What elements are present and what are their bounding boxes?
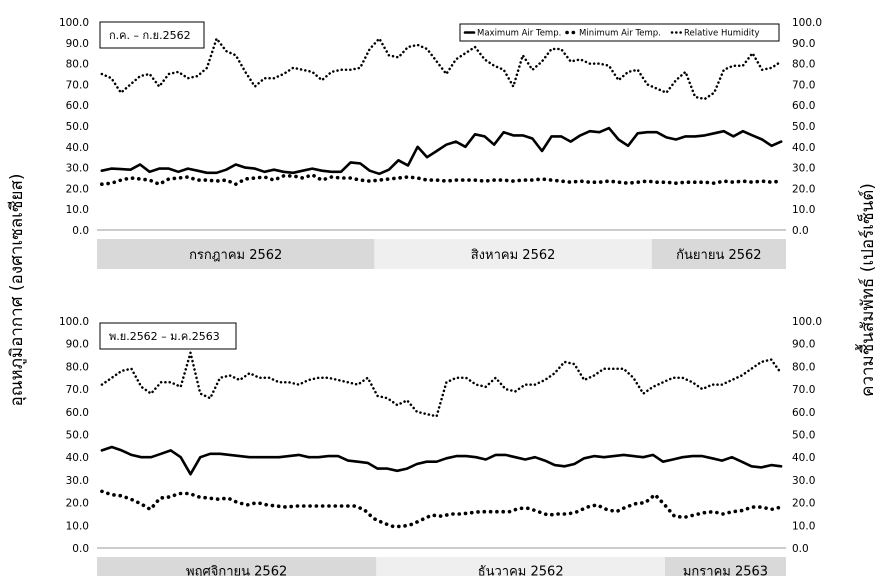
month-band bbox=[651, 239, 786, 269]
y-tick-right: 70.0 bbox=[792, 384, 815, 396]
month-label: มกราคม 2563 bbox=[683, 565, 768, 576]
y-tick-right: 30.0 bbox=[792, 475, 815, 487]
y-tick-left: 0.0 bbox=[72, 543, 89, 555]
y-tick-right: 60.0 bbox=[792, 100, 815, 112]
y-tick-right: 80.0 bbox=[792, 361, 815, 373]
y-tick-left: 30.0 bbox=[66, 163, 89, 175]
month-label: พฤศจิกายน 2562 bbox=[186, 565, 287, 576]
chart-panels: กรกฎาคม 2562 สิงหาคม 2562 กันยายน 2562 0.0 1… bbox=[59, 17, 822, 576]
y-tick-left: 90.0 bbox=[66, 339, 89, 351]
y-tick-right: 20.0 bbox=[792, 498, 815, 510]
y-tick-left: 50.0 bbox=[66, 430, 89, 442]
month-band bbox=[97, 239, 375, 269]
y-tick-left: 80.0 bbox=[66, 59, 89, 71]
legend-label: Maximum Air Temp. bbox=[477, 29, 561, 39]
y-tick-right: 90.0 bbox=[792, 38, 815, 50]
chart-panel-1: กรกฎาคม 2562 สิงหาคม 2562 กันยายน 2562 0.0 1… bbox=[59, 17, 822, 269]
month-band bbox=[97, 557, 377, 576]
month-label: สิงหาคม 2562 bbox=[471, 248, 556, 263]
y-tick-left: 40.0 bbox=[66, 452, 89, 464]
y-tick-left: 80.0 bbox=[66, 361, 89, 373]
y-tick-left: 0.0 bbox=[72, 225, 89, 237]
month-band bbox=[376, 557, 665, 576]
series-line-relative-humidity bbox=[100, 351, 783, 418]
legend-label: Relative Humidity bbox=[684, 29, 760, 39]
series-line-minimum-air-temp bbox=[100, 173, 784, 186]
y-tick-left: 10.0 bbox=[66, 204, 89, 216]
y-tick-left: 100.0 bbox=[59, 17, 89, 29]
y-tick-left: 30.0 bbox=[66, 475, 89, 487]
series-line-minimum-air-temp bbox=[100, 489, 783, 529]
y-tick-left: 40.0 bbox=[66, 142, 89, 154]
y-tick-left: 90.0 bbox=[66, 38, 89, 50]
period-label: ก.ค. – ก.ย.2562 bbox=[109, 29, 191, 42]
y-tick-right: 80.0 bbox=[792, 59, 815, 71]
y-axis-left-title: อุณหภูมิอากาศ (องศาเซลเซียส) bbox=[7, 174, 27, 407]
month-band bbox=[374, 239, 652, 269]
y-tick-right: 0.0 bbox=[792, 543, 809, 555]
y-tick-left: 60.0 bbox=[66, 100, 89, 112]
month-band bbox=[664, 557, 786, 576]
y-tick-right: 40.0 bbox=[792, 142, 815, 154]
month-label: กันยายน 2562 bbox=[676, 248, 761, 263]
y-tick-right: 10.0 bbox=[792, 204, 815, 216]
y-tick-right: 0.0 bbox=[792, 225, 809, 237]
y-tick-right: 50.0 bbox=[792, 430, 815, 442]
series-line-maximum-air-temp bbox=[100, 445, 783, 476]
y-tick-left: 100.0 bbox=[59, 316, 89, 328]
y-tick-right: 100.0 bbox=[792, 316, 822, 328]
legend-box bbox=[459, 23, 780, 42]
chart-panel-2: พฤศจิกายน 2562 ธันวาคม 2562 มกราคม 2563 0.0… bbox=[59, 316, 822, 576]
y-tick-left: 60.0 bbox=[66, 407, 89, 419]
legend-label: Minimum Air Temp. bbox=[579, 29, 661, 39]
period-label-box bbox=[99, 21, 205, 49]
series-line-maximum-air-temp bbox=[100, 126, 783, 176]
y-tick-right: 60.0 bbox=[792, 407, 815, 419]
y-tick-right: 30.0 bbox=[792, 163, 815, 175]
series-line-relative-humidity bbox=[100, 37, 783, 101]
y-tick-right: 50.0 bbox=[792, 121, 815, 133]
y-tick-right: 90.0 bbox=[792, 339, 815, 351]
y-axis-right-title: ความชื้นสัมพัทธ์ (เปอร์เซ็นต์) bbox=[855, 183, 878, 397]
month-label: กรกฎาคม 2562 bbox=[189, 248, 282, 263]
y-tick-left: 70.0 bbox=[66, 79, 89, 91]
y-tick-left: 70.0 bbox=[66, 384, 89, 396]
y-tick-left: 10.0 bbox=[66, 520, 89, 532]
legend: Maximum Air Temp. Minimum Air Temp. Relati… bbox=[459, 23, 780, 42]
y-tick-left: 50.0 bbox=[66, 121, 89, 133]
period-label-box bbox=[99, 322, 237, 350]
y-tick-right: 70.0 bbox=[792, 79, 815, 91]
month-label: ธันวาคม 2562 bbox=[478, 565, 564, 576]
y-tick-right: 100.0 bbox=[792, 17, 822, 29]
y-tick-right: 20.0 bbox=[792, 183, 815, 195]
y-tick-right: 10.0 bbox=[792, 520, 815, 532]
period-label: พ.ย.2562 – ม.ค.2563 bbox=[109, 330, 220, 343]
y-tick-right: 40.0 bbox=[792, 452, 815, 464]
y-tick-left: 20.0 bbox=[66, 498, 89, 510]
y-tick-left: 20.0 bbox=[66, 183, 89, 195]
